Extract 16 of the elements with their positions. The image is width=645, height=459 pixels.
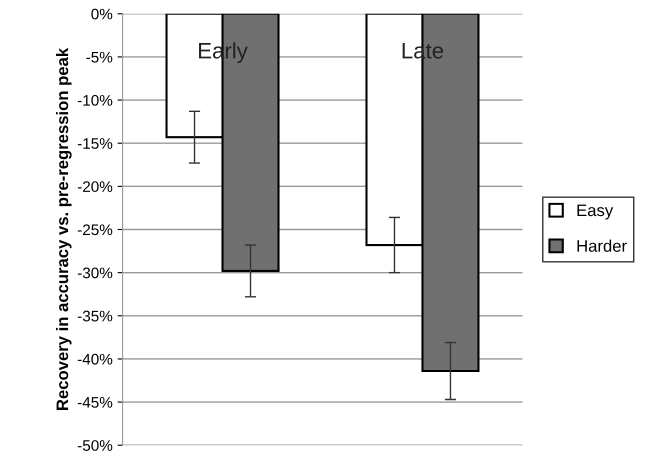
y-tick-label: -45% (78, 397, 112, 408)
y-tick-label: -30% (78, 268, 112, 278)
y-tick-label: -35% (78, 310, 112, 322)
y-axis-title: Recovery in accuracy vs. pre-regression peak (56, 48, 72, 410)
x-tick-label: Early (199, 42, 248, 63)
y-tick-label: -5% (86, 52, 112, 63)
legend-label: Harder (577, 240, 627, 252)
y-tick-label: -40% (78, 354, 112, 365)
x-tick-label: Late (402, 43, 444, 59)
y-tick-label: -15% (78, 138, 112, 149)
y-tick-label: -25% (78, 224, 112, 236)
y-tick-label: -50% (78, 440, 112, 451)
y-tick-label: -20% (78, 181, 112, 192)
y-tick-label: 0% (91, 8, 112, 20)
legend-label: Easy (577, 204, 614, 220)
y-tick-label: -10% (78, 94, 112, 106)
